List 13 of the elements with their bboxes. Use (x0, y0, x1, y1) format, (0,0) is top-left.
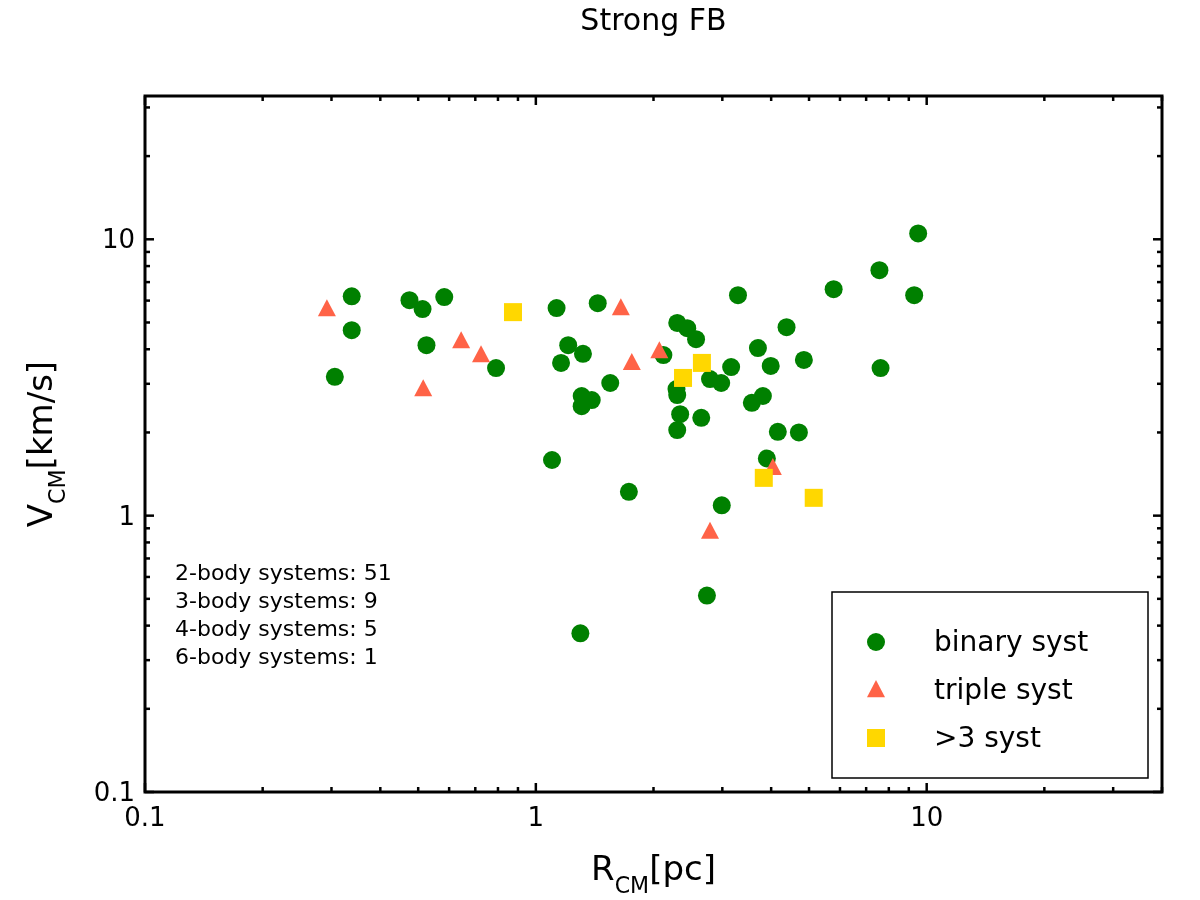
x-tick-label: 1 (527, 802, 545, 832)
legend-label: binary syst (934, 625, 1089, 658)
annotation: 3-body systems: 9 (175, 588, 378, 613)
annotation: 2-body systems: 51 (175, 560, 392, 585)
x-axis-title: R$_{CM}$[pc] (591, 848, 716, 898)
x-tick-label: 10 (910, 802, 944, 832)
y-tick-label: 1 (118, 500, 135, 531)
legend-label: triple syst (934, 673, 1073, 706)
annotation: 4-body systems: 5 (175, 616, 378, 641)
legend-label: >3 syst (934, 721, 1041, 754)
chart-title: Strong FB (580, 2, 727, 37)
annotation: 6-body systems: 1 (175, 644, 378, 669)
y-tick-label: 10 (101, 224, 135, 255)
